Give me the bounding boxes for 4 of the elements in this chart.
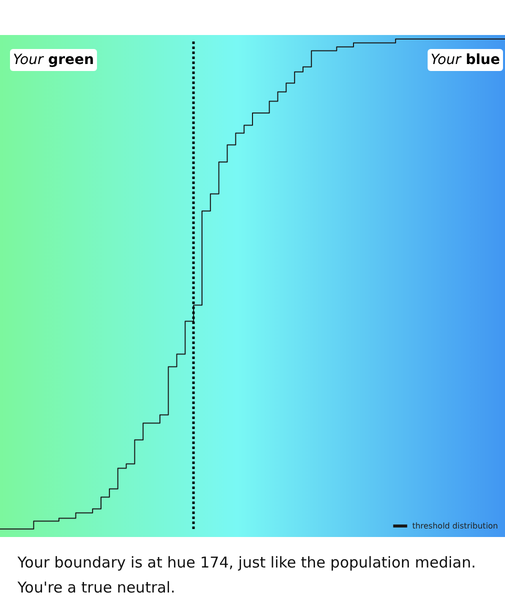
- text: Your boundary is at hue 174, just like the population median. You're a true neutral.: [16, 554, 481, 596]
- annotation: Your green: [13, 52, 94, 68]
- annotation: Your blue: [430, 52, 500, 68]
- legend-label: threshold distribution: [412, 522, 498, 530]
